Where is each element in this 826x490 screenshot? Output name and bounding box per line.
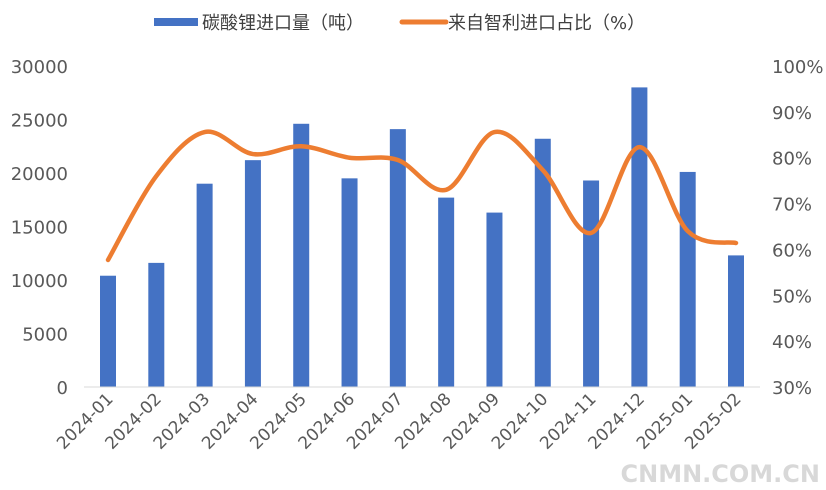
bar	[197, 184, 213, 387]
bar	[486, 213, 502, 387]
right-axis: 30% 40% 50% 60% 70% 80% 90% 100%	[772, 57, 823, 399]
left-tick-label: 30000	[11, 57, 68, 78]
bar	[728, 255, 744, 387]
right-tick-label: 40%	[772, 332, 812, 353]
right-tick-label: 70%	[772, 195, 812, 216]
left-tick-label: 5000	[22, 325, 68, 346]
right-tick-label: 80%	[772, 149, 812, 170]
left-tick-label: 25000	[11, 111, 68, 132]
right-tick-label: 30%	[772, 378, 812, 399]
bar-series	[100, 87, 744, 387]
bar	[680, 172, 696, 387]
bar	[342, 178, 358, 387]
left-tick-label: 20000	[11, 164, 68, 185]
right-tick-label: 60%	[772, 240, 812, 261]
right-tick-label: 90%	[772, 103, 812, 124]
x-axis: 2024-012024-022024-032024-042024-052024-…	[53, 387, 760, 454]
bar	[148, 263, 164, 387]
bar	[438, 198, 454, 387]
left-tick-label: 0	[57, 378, 68, 399]
left-tick-label: 10000	[11, 271, 68, 292]
bar	[583, 180, 599, 387]
left-tick-label: 15000	[11, 218, 68, 239]
right-tick-label: 100%	[772, 57, 823, 78]
bar	[293, 124, 309, 387]
watermark: CNMN.COM.CN	[621, 460, 821, 486]
legend-label-line: 来自智利进口占比（%）	[448, 13, 645, 34]
legend-label-bar: 碳酸锂进口量（吨）	[202, 13, 364, 34]
bar	[390, 129, 406, 387]
left-axis: 0 5000 10000 15000 20000 25000 30000	[11, 57, 68, 399]
bar	[631, 87, 647, 387]
legend: 碳酸锂进口量（吨） 来自智利进口占比（%）	[154, 13, 645, 34]
right-tick-label: 50%	[772, 286, 812, 307]
bar	[100, 276, 116, 387]
bar	[245, 160, 261, 387]
legend-swatch-bar	[154, 18, 198, 26]
